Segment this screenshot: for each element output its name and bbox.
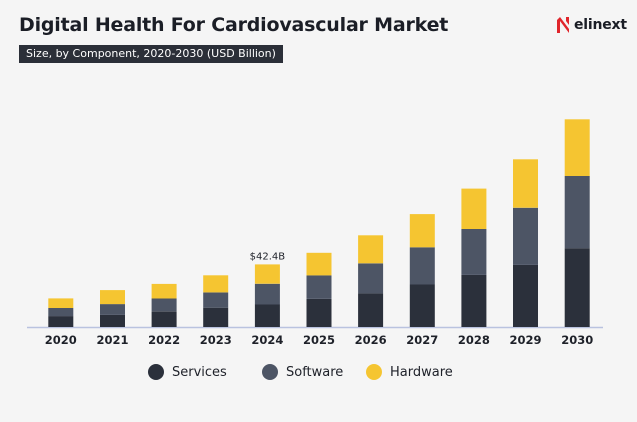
bar-2029-hardware <box>513 159 538 208</box>
legend-item-hardware: Hardware <box>366 364 453 380</box>
bar-2030-services <box>564 248 590 327</box>
bar-2027-hardware <box>409 214 435 248</box>
bar-2025-software <box>306 275 332 299</box>
chart-legend: Services Software Hardware <box>0 364 637 384</box>
bar-2027-services <box>409 284 435 327</box>
bar-2026-services <box>358 293 384 327</box>
brand-logo: elinext <box>556 16 627 34</box>
bar-2025-hardware <box>306 252 332 276</box>
bar-2020-software <box>48 308 74 317</box>
legend-swatch-software <box>262 364 278 380</box>
bar-2028-hardware <box>461 188 487 229</box>
bar-2026-hardware <box>358 235 384 264</box>
bar-2030-hardware <box>564 119 590 176</box>
bar-2025-services <box>306 299 332 327</box>
bar-2021-software <box>100 304 125 315</box>
x-tick-label-2025: 2025 <box>303 333 335 347</box>
bar-2020-hardware <box>48 298 74 308</box>
chart-subtitle: Size, by Component, 2020-2030 (USD Billi… <box>19 45 283 63</box>
legend-label-services: Services <box>172 364 227 380</box>
bar-2020-services <box>48 316 74 327</box>
bar-2027-software <box>409 247 435 285</box>
legend-item-services: Services <box>148 364 227 380</box>
legend-label-software: Software <box>286 364 344 380</box>
chart-title: Digital Health For Cardiovascular Market <box>19 14 449 36</box>
x-tick-label-2020: 2020 <box>45 333 77 347</box>
x-tick-label-2030: 2030 <box>561 333 593 347</box>
bar-2024-hardware <box>254 264 280 284</box>
x-tick-label-2023: 2023 <box>200 333 232 347</box>
bar-2021-hardware <box>100 290 125 305</box>
x-tick-label-2022: 2022 <box>148 333 180 347</box>
legend-label-hardware: Hardware <box>390 364 453 380</box>
bar-2023-hardware <box>203 275 229 293</box>
x-tick-label-2027: 2027 <box>406 333 438 347</box>
bar-2022-software <box>151 298 177 312</box>
legend-swatch-hardware <box>366 364 382 380</box>
bar-2028-software <box>461 229 487 275</box>
x-tick-label-2026: 2026 <box>355 333 387 347</box>
brand-name: elinext <box>574 17 627 33</box>
bar-2024-services <box>254 304 280 327</box>
bar-2029-software <box>513 207 538 265</box>
x-tick-label-2024: 2024 <box>251 333 283 347</box>
legend-item-software: Software <box>262 364 343 380</box>
bar-2030-software <box>564 176 590 249</box>
bar-2029-services <box>513 264 538 327</box>
bar-2021-services <box>100 314 125 327</box>
bar-2022-hardware <box>151 283 177 299</box>
bar-2023-services <box>203 307 229 327</box>
bar-2024-software <box>254 283 280 305</box>
elinext-logo-icon <box>557 17 569 33</box>
x-tick-label-2029: 2029 <box>509 333 541 347</box>
data-label-2024: $42.4B <box>250 251 286 262</box>
legend-swatch-services <box>148 364 164 380</box>
x-tick-label-2021: 2021 <box>96 333 128 347</box>
bar-2023-software <box>203 292 229 308</box>
bar-2028-services <box>461 274 487 327</box>
bar-2022-services <box>151 311 177 327</box>
bar-2026-software <box>358 263 384 294</box>
x-tick-label-2028: 2028 <box>458 333 490 347</box>
